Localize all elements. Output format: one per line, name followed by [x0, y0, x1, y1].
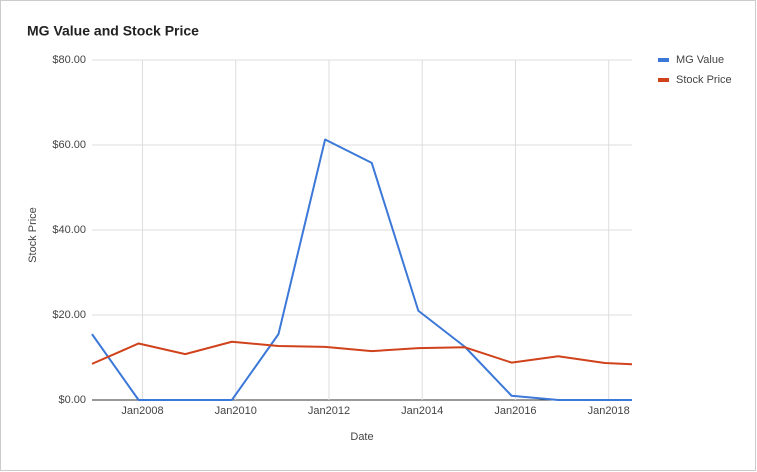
x-tick-label: Jan2012 — [308, 405, 350, 417]
line-series — [91, 138, 632, 401]
x-tick-label: Jan2010 — [215, 405, 257, 417]
legend-swatch — [658, 78, 669, 82]
y-tick-label: $20.00 — [52, 309, 86, 321]
y-axis-title: Stock Price — [27, 207, 39, 263]
x-tick-label: Jan2018 — [588, 405, 630, 417]
legend-label: MG Value — [676, 54, 724, 66]
y-tick-label: $40.00 — [52, 224, 86, 236]
line-series — [91, 340, 633, 366]
legend-label: Stock Price — [676, 74, 732, 86]
legend-swatch — [658, 58, 669, 62]
x-axis-title: Date — [350, 431, 373, 443]
chart-title: MG Value and Stock Price — [27, 23, 199, 39]
y-tick-label: $80.00 — [52, 54, 86, 66]
x-tick-label: Jan2008 — [121, 405, 163, 417]
y-tick-label: $0.00 — [58, 394, 86, 406]
x-tick-label: Jan2016 — [494, 405, 536, 417]
x-tick-label: Jan2014 — [401, 405, 443, 417]
y-tick-label: $60.00 — [52, 139, 86, 151]
